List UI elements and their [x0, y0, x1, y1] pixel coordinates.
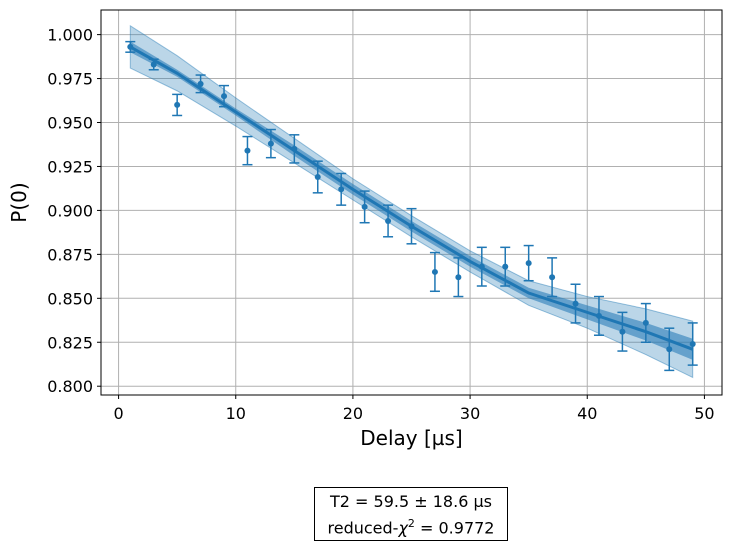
y-tick-label: 0.950	[47, 114, 93, 133]
data-marker	[221, 93, 228, 100]
fit-report-chi2-prefix: reduced-	[327, 518, 399, 538]
data-marker	[619, 328, 626, 335]
data-point	[359, 190, 370, 224]
data-point	[312, 160, 323, 194]
data-marker	[385, 217, 392, 224]
data-point	[617, 311, 628, 352]
data-point	[453, 257, 464, 298]
data-point	[289, 134, 300, 164]
data-point	[476, 246, 487, 287]
data-marker	[361, 203, 368, 210]
data-marker	[549, 274, 556, 281]
data-point	[383, 204, 394, 238]
data-marker	[408, 223, 415, 230]
data-points	[125, 40, 698, 372]
data-point	[172, 93, 183, 117]
fit-report-box: T2 = 59.5 ± 18.6 µs reduced-χ2 = 0.9772	[314, 487, 508, 541]
axis-ticks: 0 10 20 30 40 50 0.800 0.825 0.850 0.875 0.900 0.92…	[47, 26, 714, 423]
y-tick-label: 0.850	[47, 289, 93, 308]
y-tick-label: 1.000	[47, 26, 93, 45]
data-marker	[431, 268, 438, 275]
data-marker	[197, 80, 204, 87]
data-marker	[174, 101, 181, 108]
fit-report-chi2: reduced-χ2 = 0.9772	[315, 513, 507, 539]
data-point	[219, 84, 230, 108]
y-tick-label: 0.925	[47, 157, 93, 176]
data-marker	[666, 346, 673, 353]
data-marker	[572, 300, 579, 307]
data-marker	[338, 186, 345, 193]
data-point	[640, 302, 651, 344]
x-axis-label: Delay [µs]	[360, 426, 462, 450]
data-marker	[127, 43, 134, 50]
data-marker	[150, 61, 157, 68]
x-tick-label: 20	[343, 404, 363, 423]
data-point	[570, 283, 581, 324]
data-marker	[525, 260, 532, 267]
x-tick-label: 40	[577, 404, 597, 423]
data-marker	[502, 263, 509, 270]
data-marker	[267, 140, 274, 147]
plot-frame	[100, 9, 723, 396]
data-marker	[689, 341, 696, 348]
y-tick-label: 0.975	[47, 70, 93, 89]
data-point	[500, 246, 511, 287]
data-point	[148, 58, 159, 71]
y-tick-label: 0.900	[47, 201, 93, 220]
data-point	[195, 74, 206, 94]
grid-lines	[101, 10, 722, 395]
x-tick-label: 0	[113, 404, 123, 423]
fit-report-chi2-value: = 0.9772	[414, 518, 495, 538]
data-point	[242, 135, 253, 166]
data-marker	[244, 147, 251, 154]
fit-report-t2: T2 = 59.5 ± 18.6 µs	[330, 492, 492, 511]
data-point	[429, 251, 440, 293]
x-tick-label: 30	[460, 404, 480, 423]
x-tick-label: 50	[694, 404, 714, 423]
data-point	[593, 295, 604, 336]
data-marker	[455, 274, 462, 281]
data-point	[336, 172, 347, 206]
data-point	[687, 322, 698, 366]
x-tick-label: 10	[226, 404, 246, 423]
data-point	[523, 244, 534, 282]
fit-report-chi-symbol: χ	[398, 518, 408, 538]
fit-report-chi-exponent: 2	[407, 517, 415, 530]
data-point	[125, 40, 136, 53]
data-marker	[314, 174, 321, 181]
data-marker	[642, 319, 649, 326]
y-tick-label: 0.875	[47, 245, 93, 264]
data-marker	[595, 312, 602, 319]
data-point	[664, 327, 675, 372]
y-axis-label: P(0)	[7, 182, 31, 222]
data-marker	[478, 263, 485, 270]
data-point	[265, 128, 276, 159]
data-point	[547, 257, 558, 298]
data-marker	[291, 145, 298, 152]
data-point	[406, 207, 417, 245]
y-tick-label: 0.800	[47, 377, 93, 396]
y-tick-label: 0.825	[47, 333, 93, 352]
